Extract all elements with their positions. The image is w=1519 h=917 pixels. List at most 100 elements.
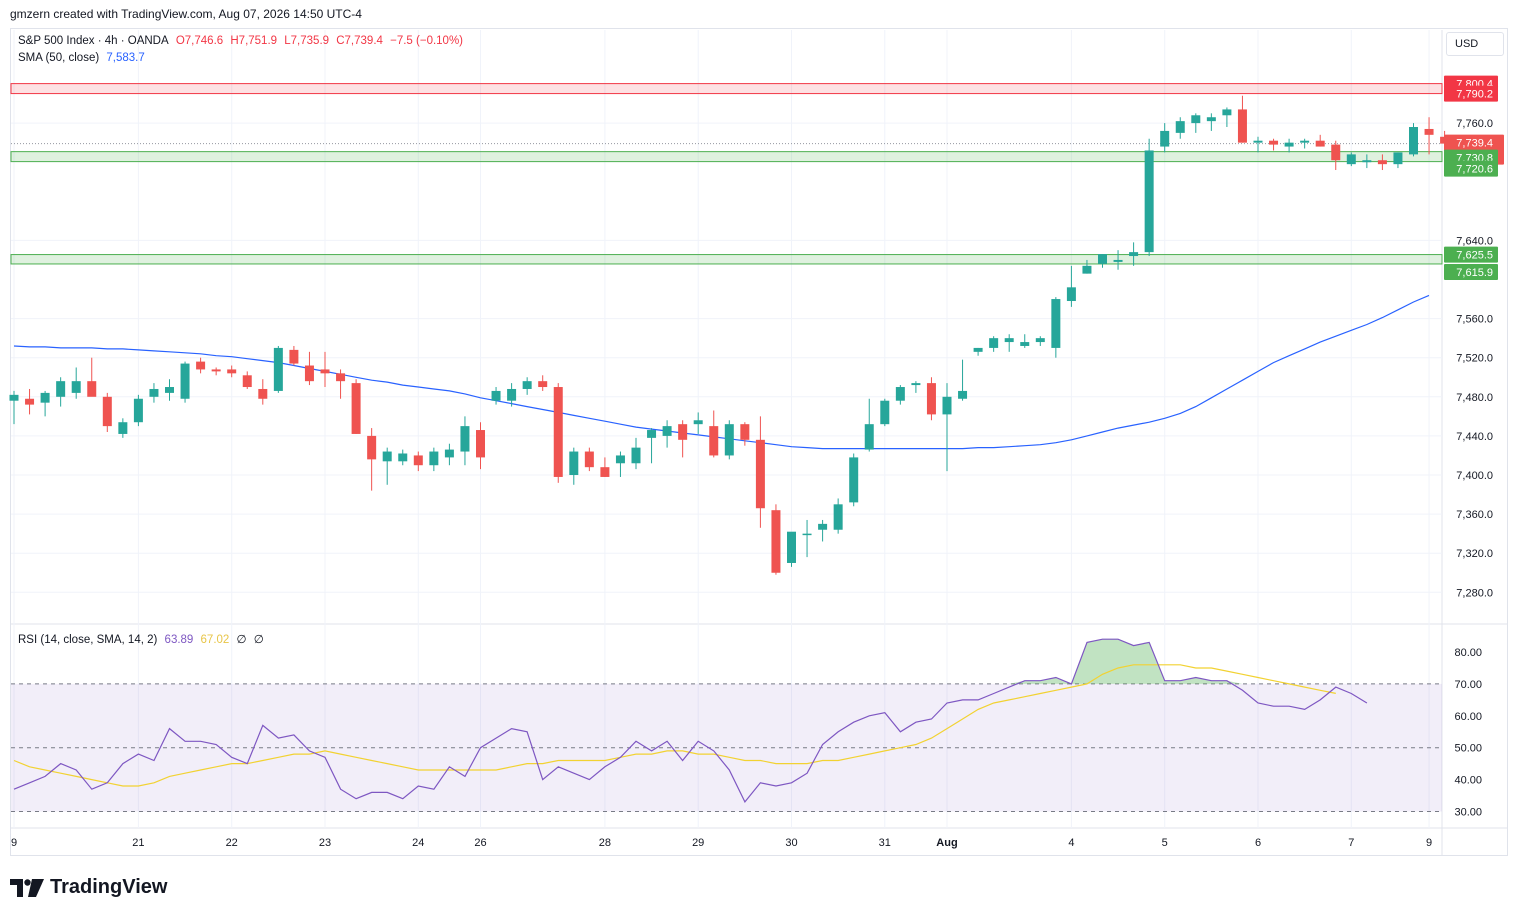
- low-value: L7,735.9: [284, 35, 330, 47]
- rsi-tick-label: 60.00: [1454, 711, 1482, 723]
- candle: [724, 420, 734, 460]
- candle-body: [460, 426, 470, 452]
- time-tick-label: 23: [319, 837, 331, 849]
- candle: [600, 457, 610, 477]
- candle-body: [1269, 140, 1279, 145]
- price-tick-label: 7,520.0: [1456, 353, 1493, 365]
- candle-body: [958, 390, 968, 399]
- candle-body: [320, 369, 330, 374]
- candle: [1191, 113, 1201, 133]
- candle: [911, 381, 921, 393]
- symbol-label[interactable]: S&P 500 Index · 4h · OANDA: [18, 35, 169, 47]
- candle: [1206, 113, 1216, 131]
- candle: [149, 383, 159, 403]
- candle: [227, 365, 237, 378]
- candle: [102, 392, 112, 432]
- candle: [507, 383, 517, 407]
- candle: [771, 504, 781, 575]
- candle-body: [165, 387, 174, 393]
- time-tick-label: 26: [474, 837, 486, 849]
- candle-body: [1098, 254, 1107, 264]
- candle: [880, 398, 890, 427]
- candle-body: [196, 361, 206, 370]
- candle: [864, 398, 874, 452]
- support2-top-tag-bg: [1444, 246, 1498, 263]
- candle-body: [833, 504, 843, 530]
- candle: [1160, 123, 1170, 153]
- rsi-legend: RSI (14, close, SMA, 14, 2) 63.89 67.02 …: [18, 632, 268, 646]
- candle: [1284, 138, 1294, 153]
- candle-body: [25, 398, 35, 405]
- candle: [71, 367, 81, 399]
- time-tick-label: 22: [226, 837, 238, 849]
- candle-body: [880, 400, 890, 425]
- candle: [1424, 117, 1434, 155]
- candle-body: [926, 383, 936, 415]
- candle-body: [1300, 140, 1310, 143]
- candle: [1113, 250, 1123, 270]
- candle-body: [942, 396, 952, 415]
- candle-body: [647, 430, 657, 438]
- candle: [25, 388, 35, 415]
- candle-body: [740, 424, 750, 440]
- tradingview-logo[interactable]: TradingView: [10, 876, 167, 899]
- candle-body: [118, 422, 128, 434]
- candle: [1409, 123, 1418, 157]
- candle: [802, 519, 812, 558]
- tradingview-logo-icon: [10, 878, 44, 897]
- time-tick-label: 24: [412, 837, 424, 849]
- candle: [289, 345, 299, 366]
- candle-body: [895, 387, 905, 401]
- candle: [398, 449, 408, 466]
- candle: [56, 377, 66, 407]
- candle-body: [304, 365, 314, 382]
- candle: [273, 345, 283, 393]
- candle: [242, 371, 252, 389]
- candle: [973, 347, 983, 356]
- rsi-tick-label: 70.00: [1454, 679, 1482, 691]
- candle-body: [87, 381, 97, 397]
- rsi-tick-label: 50.00: [1454, 743, 1482, 755]
- candle-body: [289, 349, 299, 364]
- candle-body: [149, 388, 159, 397]
- candle: [1098, 254, 1107, 268]
- sma-value: 7,583.7: [106, 52, 145, 64]
- support-zone-1: [10, 151, 1443, 163]
- price-tick-label: 7,440.0: [1456, 431, 1493, 443]
- time-tick-label: 5: [1162, 837, 1168, 849]
- candle: [40, 390, 50, 417]
- candle: [631, 437, 641, 470]
- candle: [522, 377, 532, 395]
- candle: [1175, 117, 1185, 139]
- support2-top-tag: 7,625.5: [1456, 250, 1493, 262]
- candle-body: [1004, 338, 1014, 343]
- candle: [460, 416, 470, 466]
- candle-body: [367, 435, 377, 460]
- candle: [787, 531, 796, 567]
- candle: [989, 336, 999, 352]
- candle-body: [553, 387, 563, 477]
- currency-button[interactable]: USD: [1446, 32, 1504, 56]
- candle-body: [1191, 115, 1201, 124]
- candle-body: [1066, 287, 1076, 302]
- candle: [1222, 107, 1232, 128]
- time-tick-label: 29: [692, 837, 704, 849]
- candle: [926, 377, 936, 421]
- candle-body: [989, 338, 999, 348]
- candle-body: [1051, 299, 1061, 348]
- candle-body: [600, 467, 610, 477]
- candle-body: [71, 381, 81, 393]
- candle: [258, 379, 268, 405]
- candle-body: [102, 396, 112, 427]
- candle-body: [507, 388, 517, 401]
- rsi-label[interactable]: RSI (14, close, SMA, 14, 2): [18, 634, 158, 646]
- candle-body: [1409, 127, 1418, 155]
- candle-body: [1082, 265, 1092, 274]
- candle: [662, 420, 672, 448]
- candle: [538, 375, 548, 391]
- candle-body: [818, 523, 828, 530]
- sma-label[interactable]: SMA (50, close): [18, 52, 100, 64]
- time-tick-label: 31: [879, 837, 891, 849]
- candle-body: [351, 383, 361, 434]
